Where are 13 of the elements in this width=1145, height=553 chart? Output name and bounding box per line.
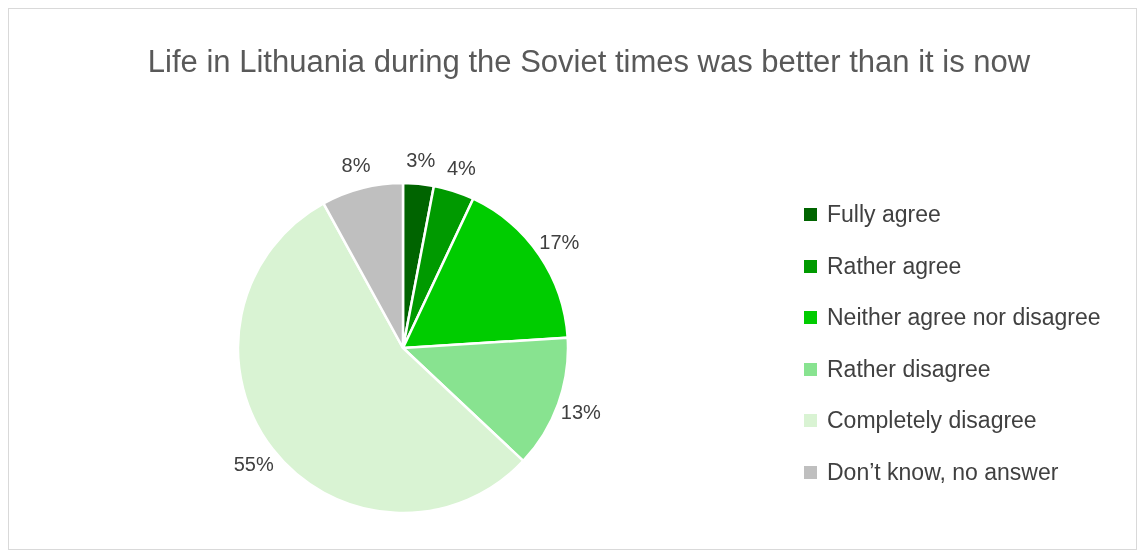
- data-label: 13%: [560, 401, 602, 424]
- data-label: 17%: [539, 230, 580, 253]
- legend-label: Don’t know, no answer: [827, 458, 1059, 486]
- chart-title: Life in Lithuania during the Soviet times was better than it is now: [146, 43, 1032, 81]
- legend-label: Rather agree: [827, 252, 962, 280]
- legend-label: Fully agree: [827, 201, 941, 229]
- data-label: 8%: [341, 153, 371, 176]
- legend-label: Rather disagree: [827, 355, 991, 383]
- data-label: 3%: [406, 148, 436, 171]
- legend-label: Neither agree nor disagree: [827, 304, 1101, 332]
- legend-label: Completely disagree: [827, 407, 1037, 435]
- data-label: 55%: [233, 452, 274, 475]
- data-label: 4%: [446, 157, 477, 180]
